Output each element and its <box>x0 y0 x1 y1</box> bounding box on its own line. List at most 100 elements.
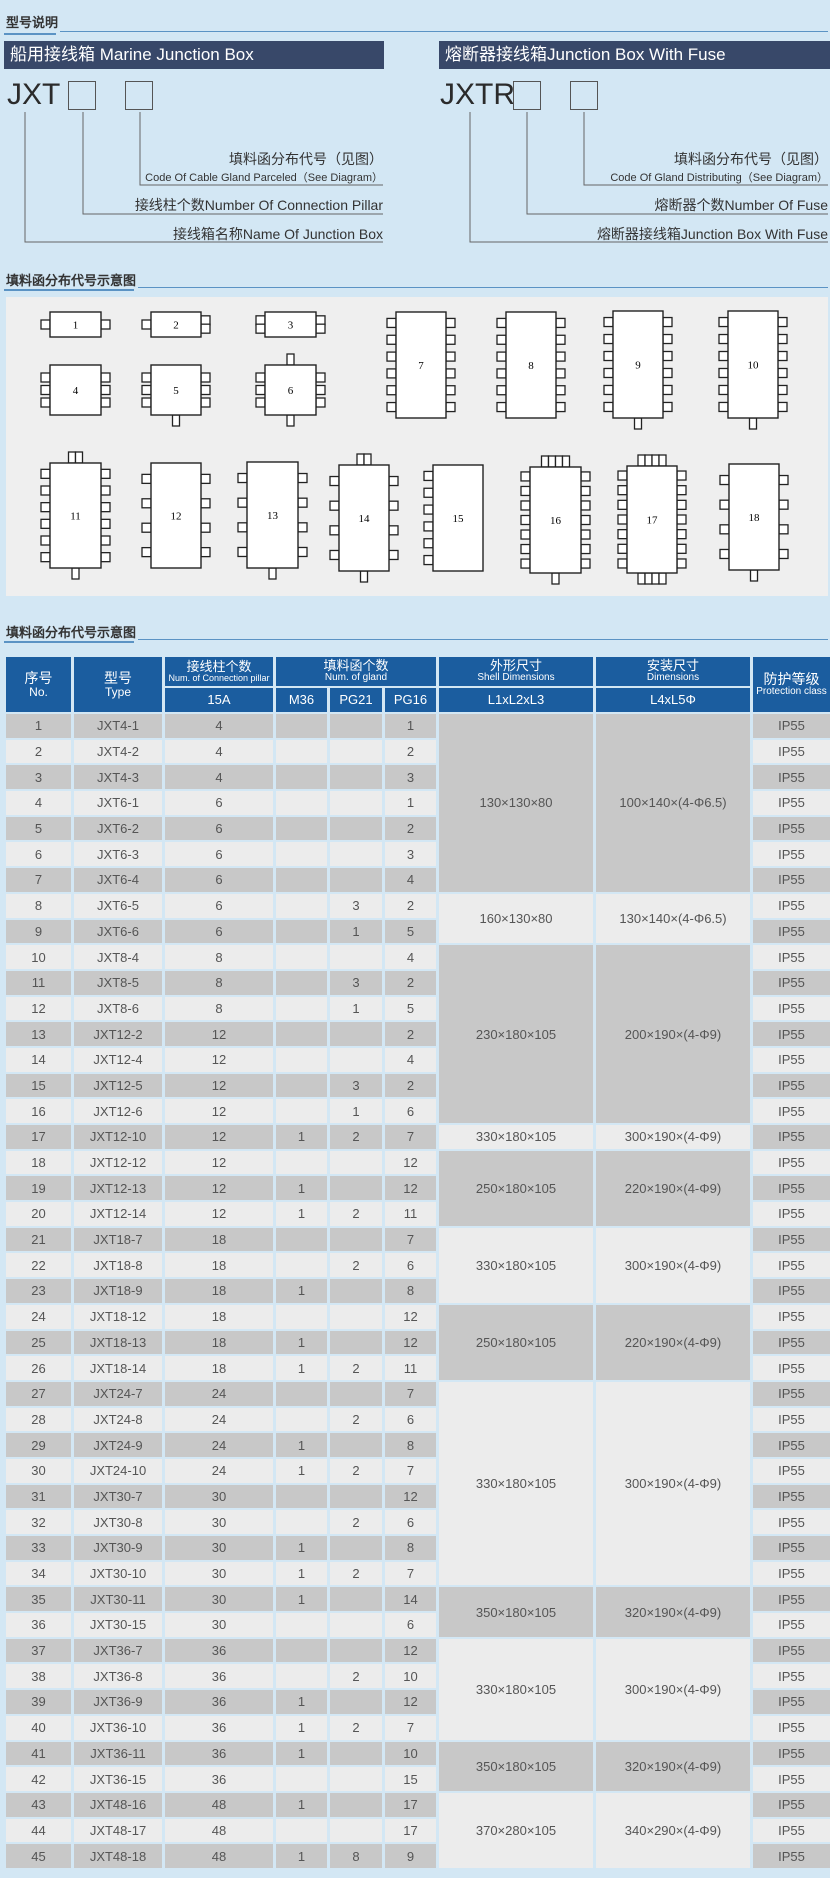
box-number: 10 <box>748 360 760 372</box>
cell-type: JXT6-4 <box>74 868 162 892</box>
table-row: 12 JXT8-6 8 1 5 IP55 <box>6 996 830 1021</box>
cell-m36: 1 <box>276 1844 327 1868</box>
cell-no: 34 <box>6 1561 71 1586</box>
junction-box-outline <box>505 311 557 419</box>
cell-protection: IP55 <box>753 945 830 969</box>
table-row: 1 JXT4-1 4 1 130×130×80 100×140×(4-Φ6.5) IP55 <box>6 714 830 892</box>
table-row: 45 JXT48-18 48 1 8 9 IP55 <box>6 1844 830 1868</box>
cell-no: 1 <box>6 714 71 738</box>
cell-no: 10 <box>6 945 71 969</box>
gland-tab <box>520 471 531 482</box>
box-number: 15 <box>453 513 465 525</box>
code-slot <box>570 81 598 110</box>
table-row: 4 JXT6-1 6 1 IP55 <box>6 791 830 815</box>
cell-pillar-15a: 12 <box>165 1176 273 1201</box>
header-pillar: 接线柱个数 Num. of Connection pillar <box>165 657 273 686</box>
cell-pg21 <box>330 1587 382 1612</box>
cell-protection: IP55 <box>753 1818 830 1843</box>
cell-mount-dimensions: 300×190×(4-Φ9) <box>596 1638 750 1740</box>
cell-pg16: 8 <box>385 1536 436 1560</box>
gland-tab <box>555 401 566 413</box>
cell-pg16: 7 <box>385 1227 436 1252</box>
gland-tab <box>617 499 628 510</box>
cell-pg16: 17 <box>385 1818 436 1843</box>
gland-tab <box>67 451 77 464</box>
cell-protection: IP55 <box>753 1536 830 1560</box>
gland-tab <box>100 552 111 563</box>
cell-protection: IP55 <box>753 893 830 918</box>
gland-tab <box>496 317 507 329</box>
cell-type: JXT30-11 <box>74 1587 162 1612</box>
cell-type: JXT18-8 <box>74 1253 162 1278</box>
cell-type: JXT36-11 <box>74 1741 162 1766</box>
gland-tab <box>580 529 591 540</box>
cell-protection: IP55 <box>753 739 830 764</box>
cell-pg16: 12 <box>385 1150 436 1175</box>
gland-tab <box>676 485 687 496</box>
header-shell: 外形尺寸 Shell Dimensions <box>439 657 593 686</box>
cell-no: 38 <box>6 1664 71 1689</box>
table-row: 37 JXT36-7 36 12 330×180×105 300×190×(4-Φ9) IP… <box>6 1638 830 1740</box>
cell-protection: IP55 <box>753 1047 830 1072</box>
gland-tab <box>662 350 673 362</box>
gland-tab <box>40 485 51 496</box>
box-number: 17 <box>647 515 659 527</box>
cell-m36: 1 <box>276 1330 327 1355</box>
junction-box-outline <box>264 311 317 338</box>
table-row: 14 JXT12-4 12 4 IP55 <box>6 1047 830 1072</box>
gland-tab <box>445 317 456 329</box>
cell-m36: 1 <box>276 1202 327 1226</box>
cell-type: JXT48-18 <box>74 1844 162 1868</box>
section-title-table: 填料函分布代号示意图 <box>6 625 137 640</box>
cell-mount-dimensions: 300×190×(4-Φ9) <box>596 1125 750 1149</box>
cell-pg16: 12 <box>385 1484 436 1509</box>
cell-m36 <box>276 868 327 892</box>
gland-tab <box>749 569 759 582</box>
cell-no: 28 <box>6 1407 71 1432</box>
cell-protection: IP55 <box>753 970 830 995</box>
cell-protection: IP55 <box>753 1227 830 1252</box>
cell-type: JXT36-10 <box>74 1715 162 1740</box>
gland-tab <box>286 414 295 427</box>
gland-tab <box>617 558 628 569</box>
junction-box-outline <box>432 464 484 572</box>
cell-pg21: 1 <box>330 1099 382 1123</box>
table-row: 35 JXT30-11 30 1 14 350×180×105 320×190×(4-Φ9)… <box>6 1587 830 1637</box>
cell-pg16: 8 <box>385 1279 436 1303</box>
gland-tab <box>520 500 531 511</box>
cell-pillar-15a: 48 <box>165 1844 273 1868</box>
junction-box-outline <box>395 311 447 419</box>
gland-tab <box>580 500 591 511</box>
cell-pg21: 2 <box>330 1407 382 1432</box>
gland-tab <box>603 333 614 345</box>
cell-m36 <box>276 1022 327 1046</box>
junction-box-outline <box>49 462 102 569</box>
cell-shell-dimensions: 230×180×105 <box>439 945 593 1123</box>
cell-pg21 <box>330 739 382 764</box>
cell-pg21 <box>330 945 382 969</box>
table-row: 42 JXT36-15 36 15 IP55 <box>6 1767 830 1791</box>
gland-code-label-cn: 填料函分布代号（见图） <box>229 151 383 167</box>
box-number: 3 <box>288 320 294 332</box>
cell-pillar-15a: 24 <box>165 1458 273 1483</box>
gland-tab <box>547 455 557 468</box>
cell-no: 29 <box>6 1433 71 1457</box>
gland-tab <box>141 546 152 558</box>
gland-tab <box>141 384 152 396</box>
cell-pillar-15a: 36 <box>165 1741 273 1766</box>
cell-type: JXT24-9 <box>74 1433 162 1457</box>
cell-shell-dimensions: 330×180×105 <box>439 1125 593 1149</box>
gland-tab <box>255 323 266 334</box>
gland-tab <box>777 333 788 345</box>
junction-box-outline <box>338 464 390 572</box>
cell-no: 37 <box>6 1638 71 1663</box>
gland-tab <box>520 558 531 569</box>
cell-type: JXT6-1 <box>74 791 162 815</box>
gland-tab <box>662 367 673 379</box>
cell-type: JXT48-16 <box>74 1792 162 1817</box>
cell-pillar-15a: 12 <box>165 1073 273 1098</box>
cell-pg21 <box>330 1433 382 1457</box>
cell-type: JXT12-4 <box>74 1047 162 1072</box>
pillar-count-label: 接线柱个数Number Of Connection Pillar <box>134 197 383 213</box>
cell-pillar-15a: 18 <box>165 1227 273 1252</box>
